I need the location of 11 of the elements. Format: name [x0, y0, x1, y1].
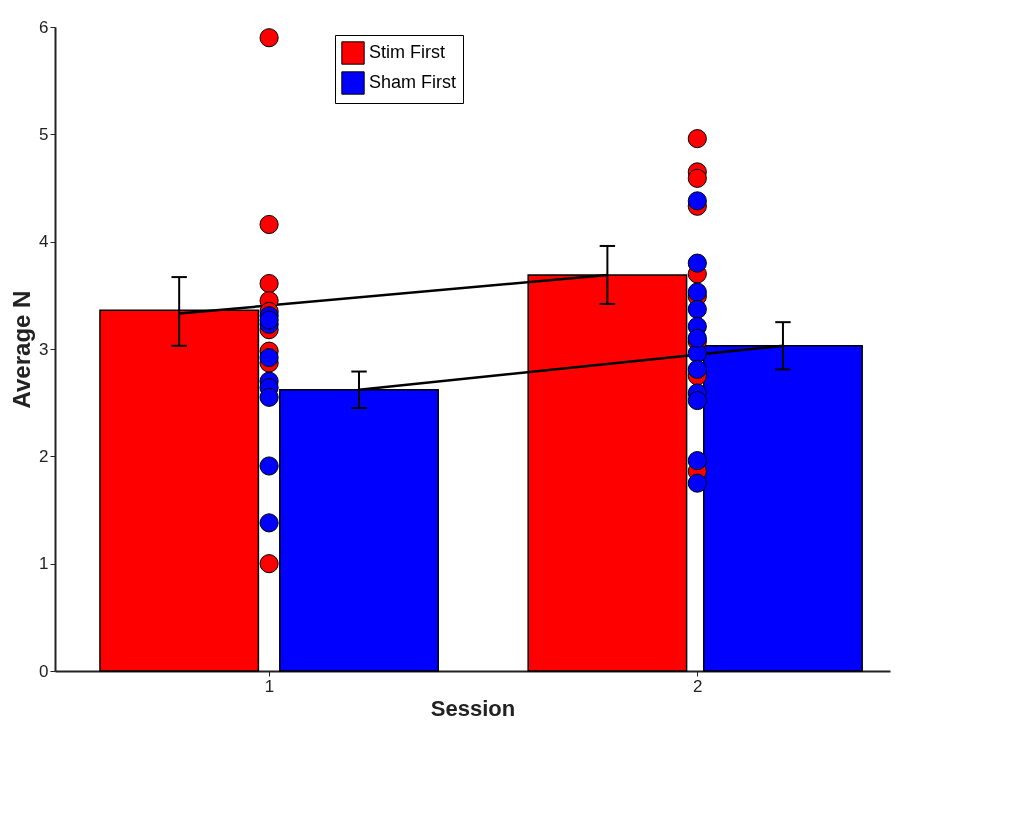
legend-label: Sham First [369, 72, 457, 92]
y-tick-label: 1 [39, 554, 49, 574]
y-tick-label: 5 [39, 124, 49, 144]
x-axis-title: Session [430, 695, 516, 721]
y-tick-label: 3 [39, 339, 49, 359]
y-tick-label: 4 [39, 232, 49, 252]
y-tick-label: 6 [39, 17, 49, 37]
legend-label: Stim First [369, 42, 445, 62]
y-tick-label: 2 [39, 446, 49, 466]
y-tick-label: 0 [39, 661, 49, 681]
y-axis-title: Average N [8, 290, 36, 409]
